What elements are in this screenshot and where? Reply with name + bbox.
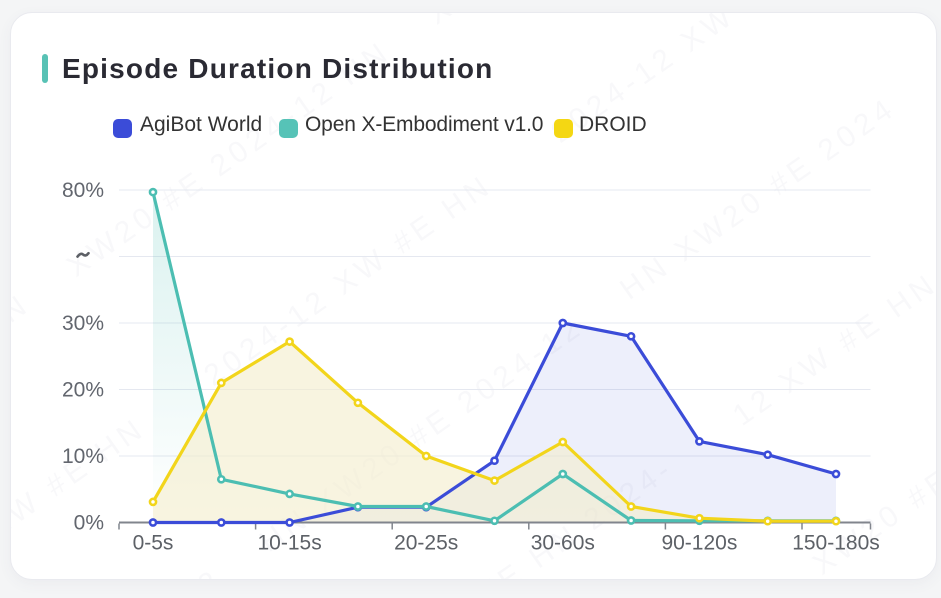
svg-text:150-180s: 150-180s — [792, 532, 880, 555]
svg-text:30-60s: 30-60s — [531, 532, 595, 555]
svg-text:90-120s: 90-120s — [661, 532, 737, 555]
svg-text:10-15s: 10-15s — [257, 532, 321, 555]
svg-text:0-5s: 0-5s — [133, 532, 174, 555]
svg-text:0%: 0% — [74, 511, 104, 534]
svg-text:10%: 10% — [62, 445, 104, 468]
svg-text:20%: 20% — [62, 378, 104, 401]
svg-text:20-25s: 20-25s — [394, 532, 458, 555]
svg-text:80%: 80% — [62, 179, 104, 202]
svg-text:30%: 30% — [62, 312, 104, 335]
